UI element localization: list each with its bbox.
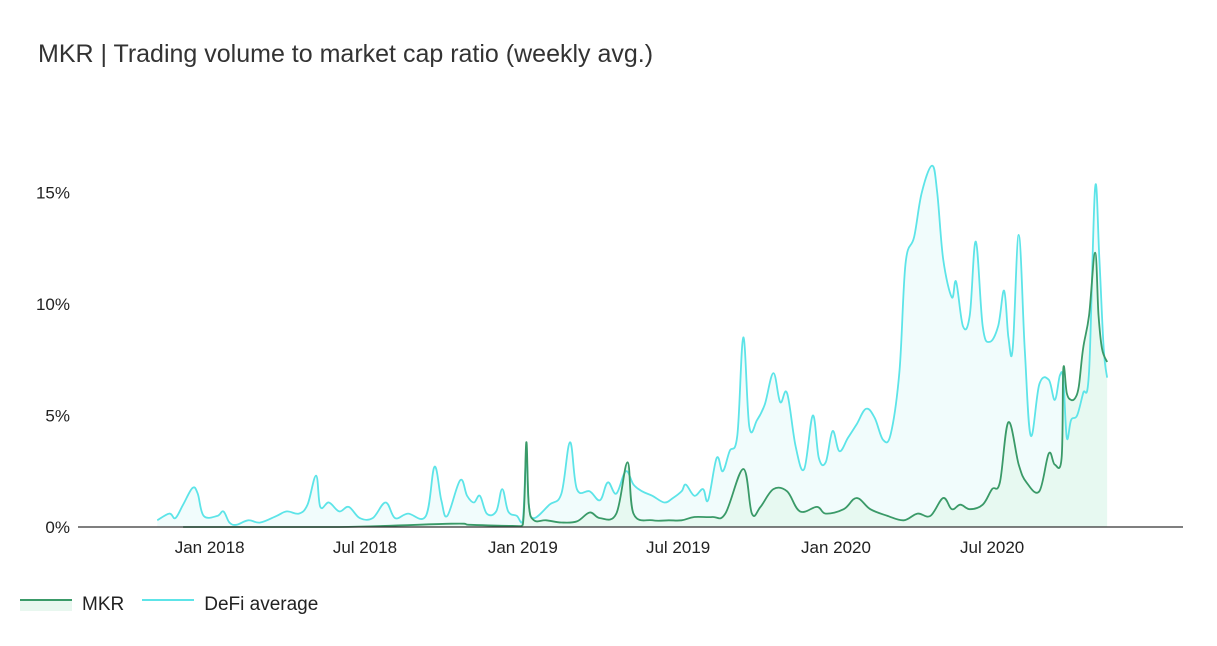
chart-title: MKR | Trading volume to market cap ratio…	[38, 40, 654, 68]
x-tick-label: Jan 2018	[175, 538, 245, 557]
mkr-line	[183, 251, 1108, 528]
legend-label-defi-average: DeFi average	[204, 594, 319, 615]
y-tick-label: 15%	[36, 184, 70, 203]
legend-label-mkr: MKR	[82, 594, 125, 615]
y-tick-label: 5%	[45, 407, 70, 426]
x-tick-label: Jan 2019	[488, 538, 558, 557]
chart-legend: MKR DeFi average	[20, 594, 336, 616]
x-tick-label: Jul 2020	[960, 538, 1024, 557]
legend-item-defi-average[interactable]: DeFi average	[142, 594, 318, 616]
defi-average-area	[157, 165, 1108, 527]
y-tick-label: 10%	[36, 295, 70, 314]
defi-average-line	[156, 164, 1108, 526]
x-axis-ticks: Jan 2018 Jul 2018 Jan 2019 Jul 2019 Jan 2020…	[175, 538, 1025, 557]
legend-item-mkr[interactable]: MKR	[20, 594, 124, 616]
y-tick-label: 0%	[45, 518, 70, 537]
legend-swatch-mkr	[20, 599, 72, 611]
mkr-area	[183, 252, 1108, 527]
x-tick-label: Jan 2020	[801, 538, 871, 557]
x-tick-label: Jul 2018	[333, 538, 397, 557]
x-tick-label: Jul 2019	[646, 538, 710, 557]
legend-swatch-defi-average	[142, 599, 195, 611]
y-axis-ticks: 0% 5% 10% 15%	[36, 184, 70, 538]
